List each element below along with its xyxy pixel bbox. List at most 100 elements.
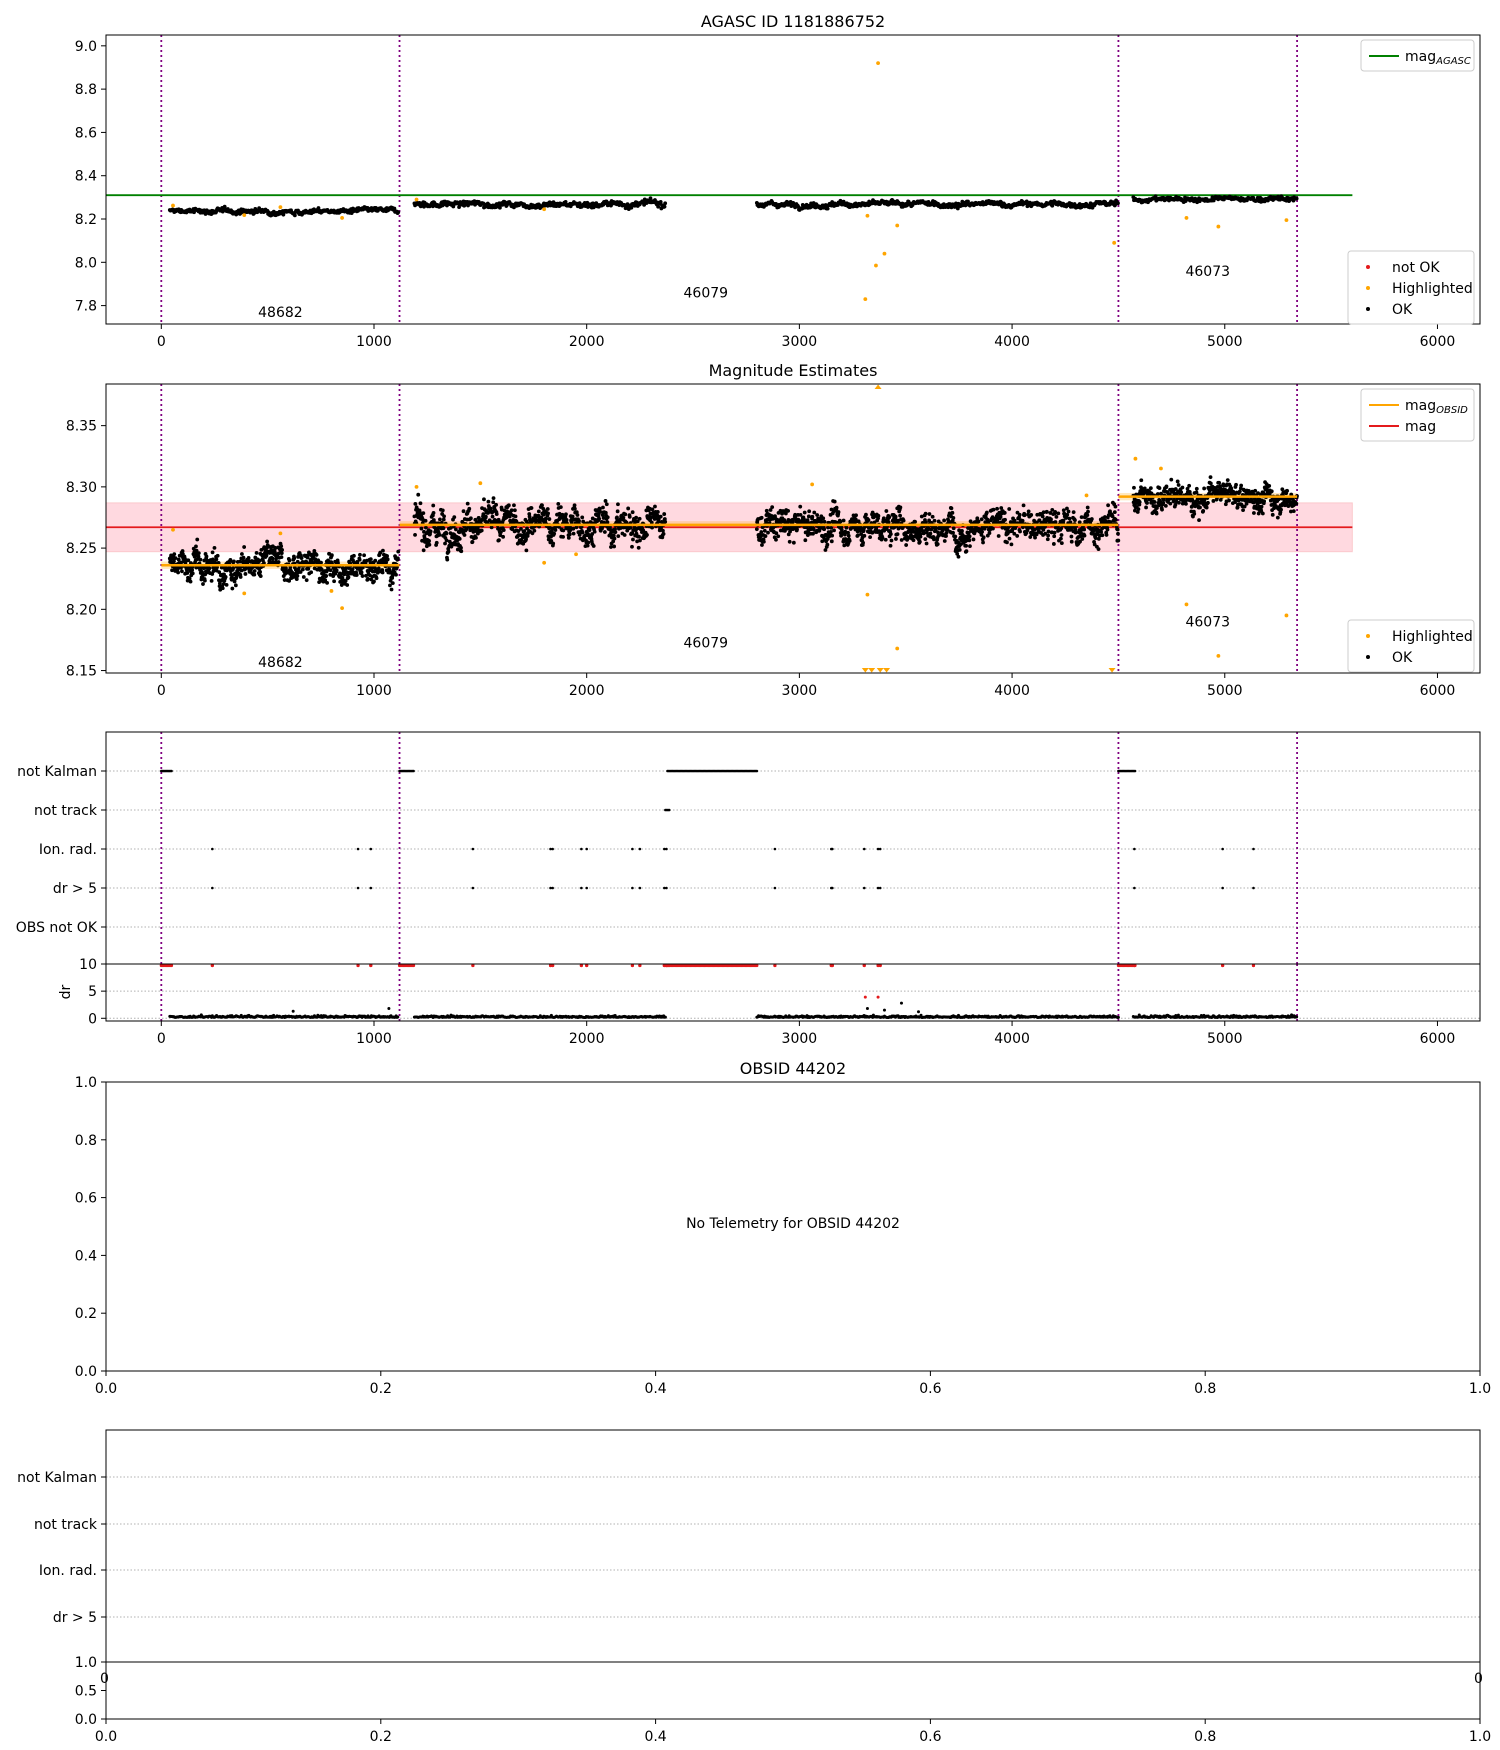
ok-point: [918, 534, 923, 539]
ok-point: [776, 534, 781, 539]
ok-point: [287, 558, 292, 563]
y-tick-label: 8.35: [66, 419, 97, 435]
highlighted-point: [895, 223, 900, 228]
highlighted-point: [1159, 466, 1163, 471]
ok-point: [1065, 512, 1070, 517]
ok-point: [1180, 485, 1185, 490]
ok-point: [176, 557, 181, 562]
ok-point: [217, 570, 222, 575]
ok-point: [991, 526, 995, 531]
ok-point: [339, 583, 344, 587]
ok-point: [637, 516, 642, 521]
ok-point: [577, 519, 581, 523]
flag-point: [1133, 769, 1137, 773]
highlighted-point: [882, 251, 887, 256]
ok-point: [1085, 505, 1090, 510]
highlighted-point: [1284, 218, 1289, 222]
ok-point: [1020, 518, 1025, 523]
obsid-label: 46079: [684, 635, 729, 651]
ok-point: [790, 520, 795, 525]
ok-point: [971, 537, 976, 542]
ok-point: [605, 515, 610, 520]
legend-item-label: Highlighted: [1392, 281, 1473, 297]
ok-point: [1116, 538, 1121, 543]
ok-point: [1294, 196, 1299, 201]
ok-point: [506, 503, 511, 508]
flag-point: [369, 847, 373, 851]
ok-point: [1164, 484, 1169, 489]
ok-point: [944, 531, 949, 535]
ok-point: [1116, 201, 1120, 206]
ok-point: [856, 519, 861, 524]
ok-point: [995, 506, 999, 511]
ok-point: [812, 510, 817, 515]
ok-point: [937, 533, 941, 538]
ok-point: [1061, 518, 1066, 523]
ok-point: [1080, 537, 1085, 541]
ok-point: [798, 504, 803, 509]
ok-point: [893, 514, 898, 519]
ok-point: [571, 526, 576, 531]
ok-point: [911, 538, 916, 543]
ok-point: [981, 535, 986, 540]
ok-point: [1253, 488, 1258, 493]
ok-point: [566, 536, 571, 540]
ok-point: [1066, 509, 1071, 514]
legend-swatch-dot: [1366, 634, 1370, 638]
ok-point: [455, 547, 460, 552]
ok-point: [662, 204, 667, 209]
ok-point: [791, 200, 796, 205]
legend-frame: [1360, 388, 1475, 442]
y-tick-label: 8.30: [66, 480, 97, 496]
ok-point: [258, 574, 263, 579]
ok-point: [613, 527, 617, 531]
ok-point: [344, 570, 349, 575]
ok-point: [295, 559, 300, 564]
ok-point: [821, 516, 826, 521]
ok-point: [482, 497, 486, 502]
ok-point: [1173, 487, 1178, 491]
ok-point: [843, 529, 848, 534]
ok-point: [427, 542, 432, 547]
ok-point: [791, 540, 796, 545]
ok-point: [240, 552, 244, 556]
ok-point: [823, 548, 828, 552]
ok-point: [649, 520, 654, 525]
ok-point: [172, 559, 176, 564]
ok-point: [564, 512, 568, 517]
ok-point: [759, 530, 764, 534]
ok-point: [216, 560, 221, 565]
ok-point: [300, 567, 305, 572]
highlighted-point: [478, 481, 483, 486]
ok-point: [546, 511, 550, 516]
highlighted-point: [1184, 602, 1189, 607]
ok-point: [354, 573, 359, 577]
highlighted-point: [863, 297, 868, 302]
ok-point: [481, 512, 486, 517]
ok-point: [413, 501, 418, 506]
ok-point: [497, 538, 501, 543]
ok-point: [802, 517, 806, 522]
legend-item-label: mag: [1405, 419, 1436, 435]
legend-frame: [1347, 250, 1475, 325]
ok-point: [448, 525, 453, 530]
ok-point: [489, 525, 494, 530]
ok-point: [1067, 516, 1072, 521]
ok-point: [170, 568, 174, 573]
ok-point: [359, 570, 364, 575]
ok-point: [1144, 505, 1148, 510]
ok-point: [1071, 510, 1076, 515]
highlighted-point: [876, 61, 880, 66]
ok-point: [1168, 501, 1173, 506]
ok-point: [385, 554, 389, 558]
ok-point: [825, 542, 830, 547]
ok-point: [491, 496, 496, 501]
flag-point: [755, 769, 759, 773]
ok-point: [1069, 539, 1074, 544]
ok-point: [319, 560, 323, 565]
ok-point: [658, 199, 663, 204]
y-tick-label: 8.8: [75, 82, 97, 98]
ok-point: [220, 586, 225, 591]
ok-point: [380, 570, 385, 575]
